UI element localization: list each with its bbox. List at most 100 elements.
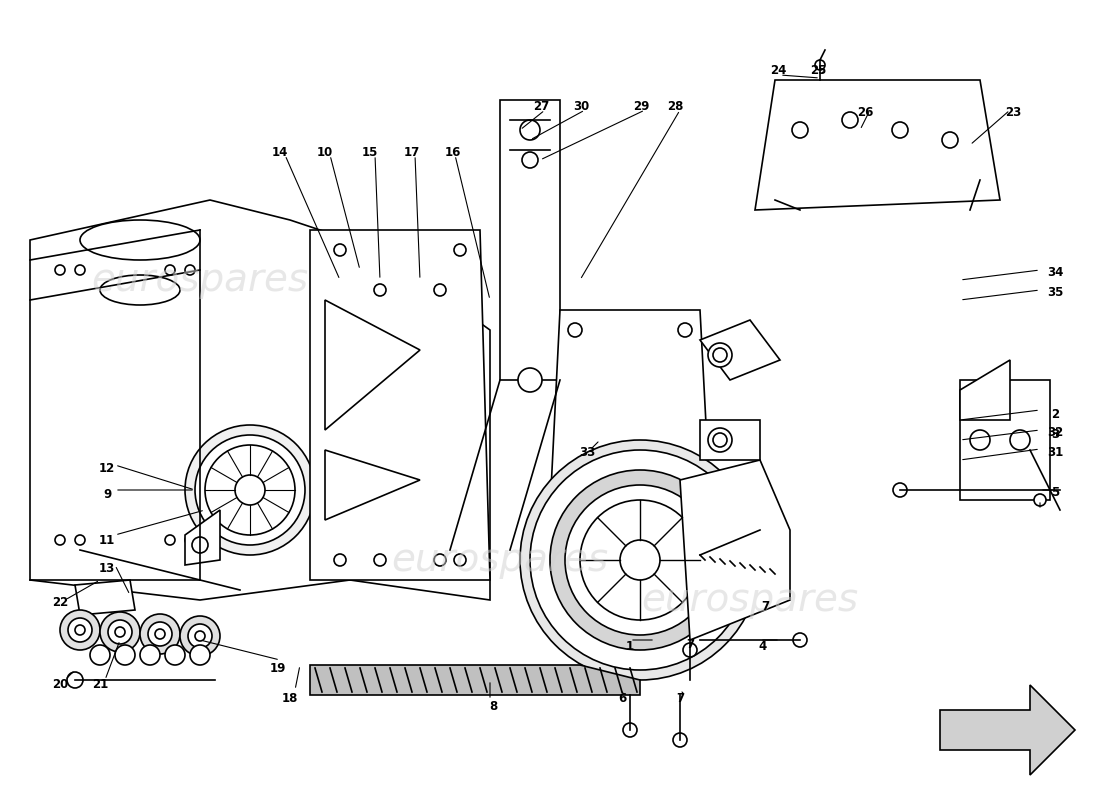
Circle shape [185,425,315,555]
Text: 28: 28 [667,101,683,114]
Polygon shape [550,310,710,510]
Circle shape [970,430,990,450]
Circle shape [892,122,907,138]
Circle shape [235,475,265,505]
Ellipse shape [80,220,200,260]
Circle shape [520,440,760,680]
Text: 34: 34 [1047,266,1064,279]
Polygon shape [350,230,490,600]
Text: 30: 30 [573,101,590,114]
Circle shape [100,612,140,652]
Circle shape [140,645,159,665]
Circle shape [148,622,172,646]
Polygon shape [500,100,560,380]
Text: 22: 22 [52,597,68,610]
Text: 3: 3 [1050,429,1059,442]
Text: 13: 13 [99,562,116,574]
Circle shape [108,620,132,644]
Circle shape [195,631,205,641]
Circle shape [620,540,660,580]
Text: 10: 10 [317,146,333,158]
Polygon shape [310,665,640,695]
Text: 27: 27 [532,101,549,114]
Ellipse shape [100,275,180,305]
Circle shape [75,535,85,545]
Text: 25: 25 [810,63,826,77]
Circle shape [155,629,165,639]
Text: 8: 8 [488,701,497,714]
Circle shape [60,610,100,650]
Circle shape [116,627,125,637]
Circle shape [180,616,220,656]
Circle shape [522,152,538,168]
Polygon shape [940,685,1075,775]
Circle shape [205,445,295,535]
Circle shape [683,643,697,657]
Polygon shape [960,360,1010,420]
Circle shape [568,483,582,497]
Circle shape [185,265,195,275]
Circle shape [713,433,727,447]
Circle shape [140,614,180,654]
Circle shape [678,323,692,337]
Polygon shape [680,460,790,640]
Circle shape [530,450,750,670]
Text: 16: 16 [444,146,461,158]
Text: 17: 17 [404,146,420,158]
Polygon shape [75,580,135,615]
Circle shape [75,265,85,275]
Circle shape [792,122,808,138]
Circle shape [192,537,208,553]
Text: 2: 2 [1050,409,1059,422]
Circle shape [374,284,386,296]
Circle shape [190,645,210,665]
Circle shape [518,368,542,392]
Circle shape [195,435,305,545]
Circle shape [520,120,540,140]
Circle shape [188,624,212,648]
Text: eurospares: eurospares [91,261,309,299]
Circle shape [334,244,346,256]
Circle shape [68,618,92,642]
Circle shape [893,483,907,497]
Circle shape [165,535,175,545]
Polygon shape [960,380,1050,500]
Polygon shape [185,510,220,565]
Text: 9: 9 [103,489,111,502]
Text: 29: 29 [632,101,649,114]
Text: 33: 33 [579,446,595,458]
Text: 7: 7 [675,691,684,705]
Circle shape [116,645,135,665]
Circle shape [90,645,110,665]
Circle shape [75,625,85,635]
Text: 24: 24 [770,63,786,77]
Text: 7: 7 [686,638,694,651]
Text: 26: 26 [857,106,873,119]
Circle shape [55,265,65,275]
Text: 18: 18 [282,691,298,705]
Circle shape [454,554,466,566]
Polygon shape [700,320,780,380]
Text: 7: 7 [761,601,769,614]
Text: 5: 5 [1050,486,1059,499]
Circle shape [454,244,466,256]
Text: 12: 12 [99,462,116,474]
Text: 23: 23 [1005,106,1021,119]
Text: 31: 31 [1047,446,1063,458]
Circle shape [55,535,65,545]
Text: 14: 14 [272,146,288,158]
Circle shape [434,284,446,296]
Circle shape [580,500,700,620]
Text: eurospares: eurospares [392,541,608,579]
Circle shape [1010,430,1030,450]
Circle shape [550,470,730,650]
Text: 20: 20 [52,678,68,691]
Circle shape [434,554,446,566]
Polygon shape [310,230,490,580]
Circle shape [565,485,715,635]
Text: 4: 4 [759,641,767,654]
Circle shape [708,428,732,452]
Text: 21: 21 [92,678,108,691]
Text: 11: 11 [99,534,116,546]
Polygon shape [700,420,760,460]
